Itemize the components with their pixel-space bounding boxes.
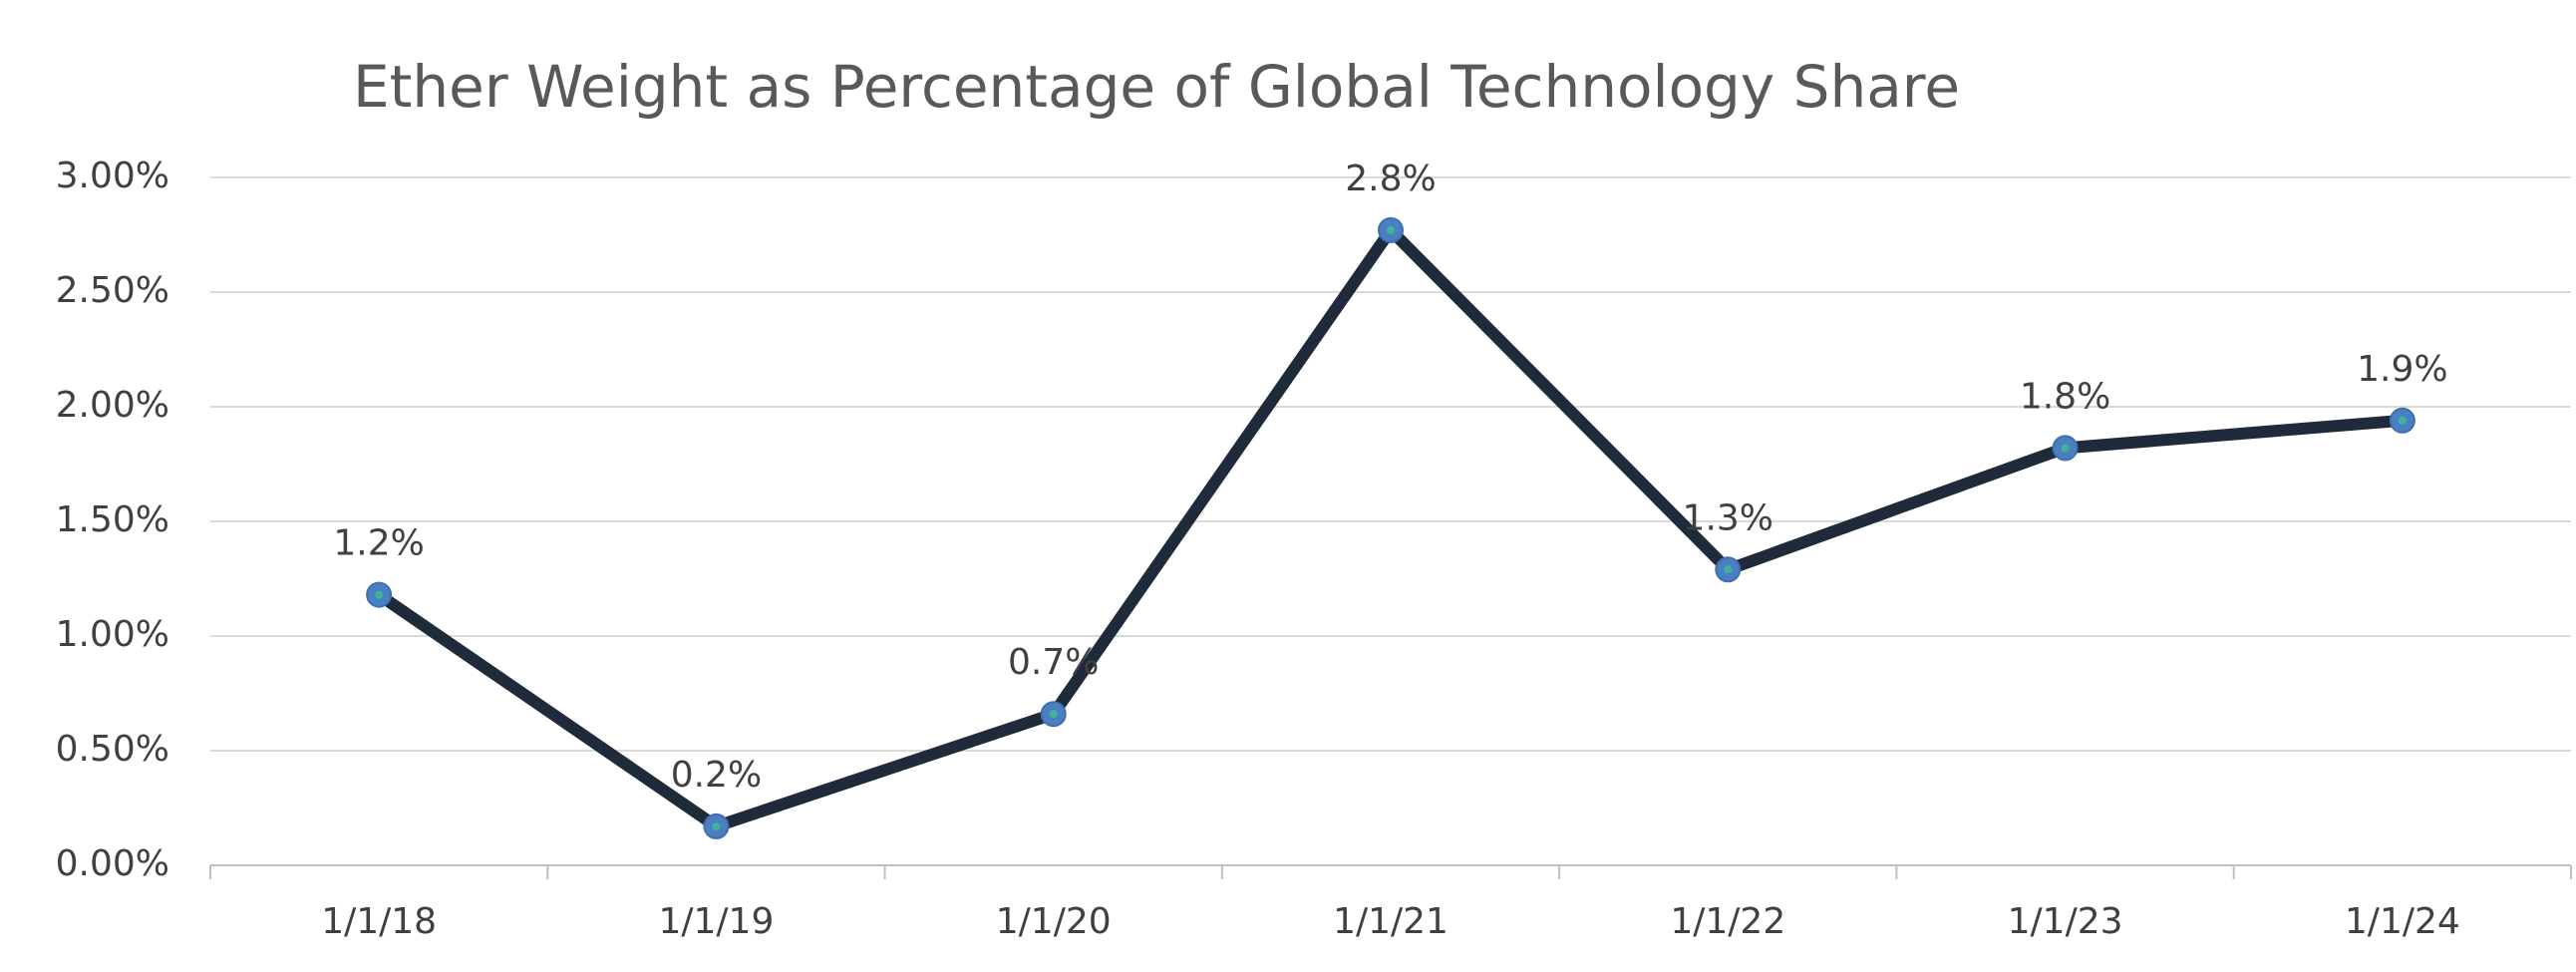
marker-center bbox=[2398, 416, 2407, 425]
marker-center bbox=[712, 821, 721, 830]
x-tick-label: 1/1/24 bbox=[2345, 901, 2460, 942]
data-label: 1.2% bbox=[333, 523, 424, 564]
marker-center bbox=[1049, 710, 1058, 719]
data-label: 1.9% bbox=[2357, 349, 2447, 390]
x-tick-label: 1/1/18 bbox=[321, 901, 437, 942]
x-tick-label: 1/1/20 bbox=[996, 901, 1112, 942]
y-tick-label: 0.50% bbox=[56, 729, 169, 770]
data-label: 1.3% bbox=[1683, 497, 1773, 538]
x-tick-label: 1/1/23 bbox=[2008, 901, 2123, 942]
data-label: 2.8% bbox=[1345, 159, 1436, 199]
x-tick-label: 1/1/21 bbox=[1333, 901, 1449, 942]
marker-center bbox=[1724, 565, 1733, 574]
data-label: 0.7% bbox=[1008, 642, 1099, 683]
data-label: 0.2% bbox=[671, 755, 762, 796]
y-tick-label: 0.00% bbox=[56, 843, 169, 884]
marker-center bbox=[1387, 225, 1395, 234]
y-tick-label: 1.50% bbox=[56, 499, 169, 540]
y-tick-label: 2.50% bbox=[56, 270, 169, 311]
marker-center bbox=[375, 590, 384, 599]
line bbox=[375, 223, 2404, 832]
y-tick-label: 3.00% bbox=[56, 156, 169, 196]
x-tick-label: 1/1/19 bbox=[658, 901, 774, 942]
chart-title: Ether Weight as Percentage of Global Tec… bbox=[353, 53, 1960, 121]
data-label: 1.8% bbox=[2020, 376, 2110, 417]
x-tick-label: 1/1/22 bbox=[1670, 901, 1785, 942]
y-tick-label: 1.00% bbox=[56, 614, 169, 655]
marker-center bbox=[2061, 444, 2070, 453]
y-tick-label: 2.00% bbox=[56, 385, 169, 426]
